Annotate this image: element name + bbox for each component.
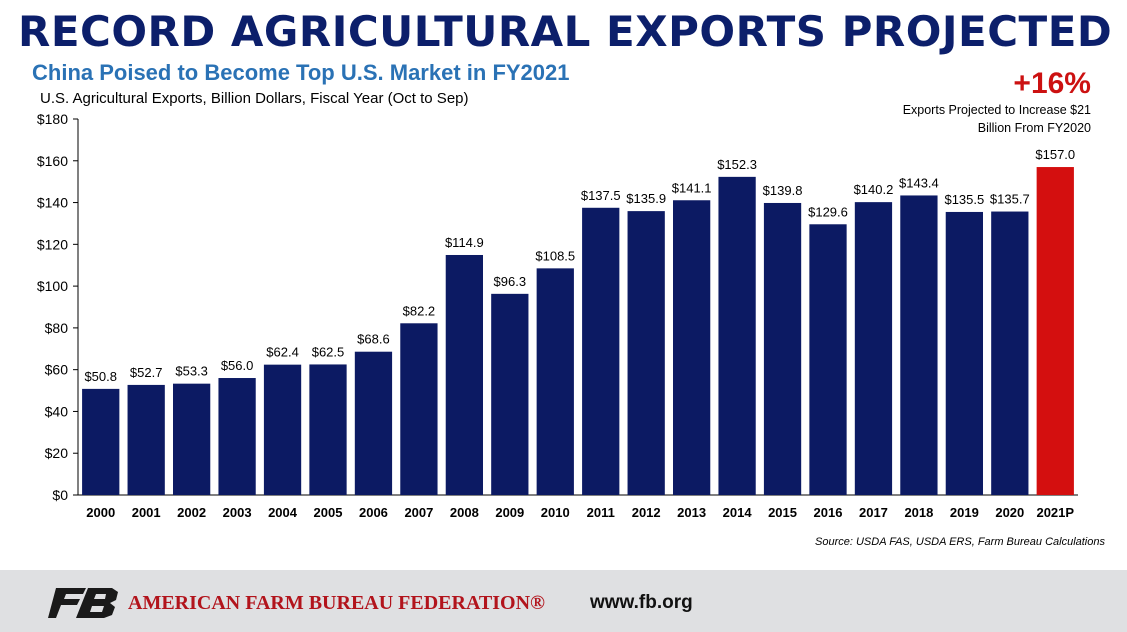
data-label: $141.1 <box>672 180 712 195</box>
bar <box>627 211 665 495</box>
data-label: $108.5 <box>535 248 575 263</box>
x-tick-label: 2011 <box>587 505 615 520</box>
x-tick-label: 2004 <box>268 505 298 520</box>
y-tick-label: $80 <box>45 320 69 336</box>
bar <box>218 378 256 495</box>
bar <box>718 176 756 495</box>
bar <box>354 351 393 495</box>
data-label: $82.2 <box>403 303 436 318</box>
x-tick-label: 2012 <box>632 505 661 520</box>
x-tick-label: 2009 <box>495 505 524 520</box>
data-label: $53.3 <box>175 364 208 379</box>
data-label: $62.4 <box>266 345 299 360</box>
bar <box>400 323 438 495</box>
bar <box>854 202 893 496</box>
y-tick-label: $120 <box>37 236 68 252</box>
data-label: $140.2 <box>854 182 894 197</box>
bar <box>445 254 483 495</box>
data-label: $157.0 <box>1035 147 1075 162</box>
x-tick-label: 2017 <box>859 505 888 520</box>
x-tick-label: 2001 <box>132 505 161 520</box>
data-label: $56.0 <box>221 358 254 373</box>
footer-bar: AMERICAN FARM BUREAU FEDERATION® www.fb.… <box>0 570 1127 632</box>
x-tick-label: 2000 <box>86 505 115 520</box>
bar <box>673 200 711 495</box>
data-label: $52.7 <box>130 365 163 380</box>
y-tick-label: $180 <box>37 111 68 127</box>
website-link[interactable]: www.fb.org <box>590 592 693 613</box>
y-tick-label: $160 <box>37 153 68 169</box>
data-label: $68.6 <box>357 332 390 347</box>
x-tick-label: 2018 <box>904 505 933 520</box>
bar <box>763 202 802 495</box>
data-label: $96.3 <box>494 274 527 289</box>
y-tick-label: $40 <box>45 403 69 419</box>
data-label: $135.5 <box>944 192 984 207</box>
bar <box>582 207 620 495</box>
x-tick-label: 2015 <box>768 505 797 520</box>
x-tick-label: 2010 <box>541 505 570 520</box>
x-tick-label: 2019 <box>950 505 979 520</box>
bar <box>809 224 847 495</box>
data-label: $135.9 <box>626 191 666 206</box>
data-label: $129.6 <box>808 204 848 219</box>
y-tick-label: $140 <box>37 195 68 211</box>
data-label: $139.8 <box>763 183 803 198</box>
data-label: $50.8 <box>84 369 117 384</box>
growth-highlight: +16% Exports Projected to Increase $21 B… <box>903 68 1091 136</box>
x-tick-label: 2003 <box>223 505 252 520</box>
growth-note-line1: Exports Projected to Increase $21 <box>902 103 1091 117</box>
bar <box>82 388 120 495</box>
bar <box>491 293 529 495</box>
source-note: Source: USDA FAS, USDA ERS, Farm Bureau … <box>815 536 1105 548</box>
x-tick-label: 2008 <box>450 505 479 520</box>
bar <box>900 195 938 495</box>
bar <box>127 384 165 495</box>
y-tick-label: $0 <box>52 487 68 503</box>
y-tick-label: $100 <box>37 278 68 294</box>
fb-logo-icon <box>48 588 118 618</box>
bar <box>991 211 1029 495</box>
bar <box>1036 167 1074 496</box>
data-label: $135.7 <box>990 192 1030 207</box>
data-label: $62.5 <box>312 344 345 359</box>
growth-percent: +16% <box>1013 67 1091 100</box>
x-tick-label: 2014 <box>723 505 753 520</box>
x-tick-label: 2005 <box>314 505 343 520</box>
x-tick-label: 2013 <box>677 505 706 520</box>
data-label: $143.4 <box>899 175 939 190</box>
axis-caption: U.S. Agricultural Exports, Billion Dolla… <box>40 90 469 107</box>
chart-subtitle: China Poised to Become Top U.S. Market i… <box>32 60 570 85</box>
growth-note-line2: Billion From FY2020 <box>977 121 1091 135</box>
page-title: RECORD AGRICULTURAL EXPORTS PROJECTED <box>18 7 1113 56</box>
x-tick-label: 2020 <box>995 505 1024 520</box>
bar <box>173 383 211 495</box>
x-tick-label: 2021P <box>1036 505 1074 520</box>
y-tick-label: $20 <box>45 445 69 461</box>
x-tick-label: 2006 <box>359 505 388 520</box>
organization-name: AMERICAN FARM BUREAU FEDERATION® <box>128 592 545 614</box>
data-label: $114.9 <box>445 235 484 250</box>
bar <box>263 364 302 495</box>
data-label: $137.5 <box>581 188 621 203</box>
x-tick-label: 2002 <box>177 505 206 520</box>
bar <box>309 364 347 495</box>
bar <box>536 268 574 495</box>
data-label: $152.3 <box>717 157 757 172</box>
y-tick-label: $60 <box>45 362 69 378</box>
x-tick-label: 2016 <box>814 505 843 520</box>
bar <box>945 211 983 495</box>
x-tick-label: 2007 <box>404 505 433 520</box>
bar-chart: $0 $20 $40 $60 $80 $100 $120 $140 $160 $180 $50.8 2… <box>37 111 1078 520</box>
